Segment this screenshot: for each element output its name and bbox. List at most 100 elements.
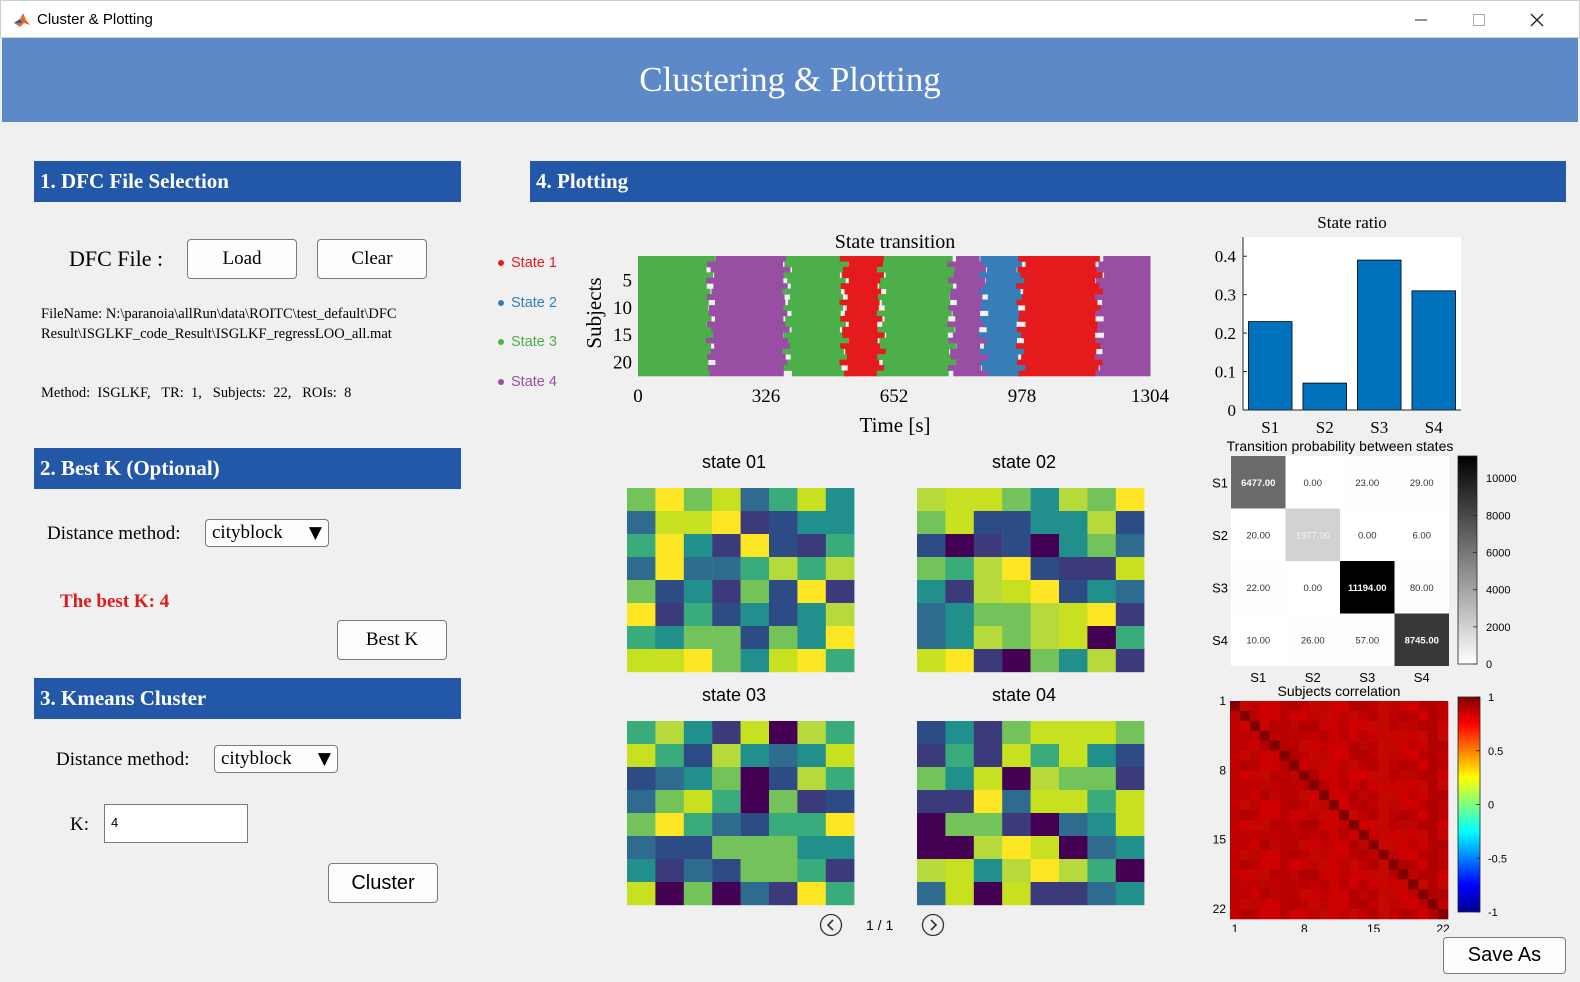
bestk-distance-dropdown[interactable]: cityblock ▼ [205,519,329,547]
transition-segment [844,310,887,317]
correlation-cell [1259,780,1270,791]
correlation-cell [1438,780,1449,791]
chevron-down-icon: ▼ [308,523,322,543]
matrix-cell [1115,534,1145,558]
transition-segment [1018,316,1096,322]
correlation-cell [1299,839,1310,850]
transition-segment [978,332,1025,339]
matrix-cell [712,813,741,837]
matrix-cell [627,557,656,581]
maximize-button[interactable] [1451,1,1507,39]
matrix-cell [683,767,713,791]
transition-segment [638,321,707,328]
minimize-button[interactable] [1393,1,1449,39]
transition-segment [785,316,849,322]
heatmap-cell [1285,561,1340,614]
correlation-cell [1329,810,1340,821]
correlation-cell [1378,810,1389,821]
load-button[interactable]: Load [187,239,297,279]
correlation-cell [1368,740,1379,751]
correlation-cell [1289,780,1300,791]
correlation-cell [1239,859,1251,870]
correlation-cell [1319,730,1330,741]
xtick-label: 326 [752,386,781,407]
transition-segment [1017,266,1103,273]
correlation-cell [1329,869,1340,880]
next-page-button[interactable] [920,912,948,940]
prev-page-button[interactable] [818,912,846,940]
correlation-cell [1418,909,1429,920]
matrix-cell [973,580,1003,604]
matrix-cell [769,767,798,791]
save-as-button[interactable]: Save As [1443,937,1566,974]
matlab-app-icon [13,11,31,29]
correlation-cell [1279,800,1290,811]
correlation-cell [1329,849,1340,860]
correlation-cell [1319,889,1330,900]
transition-segment [1103,256,1151,262]
transition-segment [847,294,887,300]
correlation-cell [1398,819,1409,831]
colorbar-tick-label: -0.5 [1488,853,1507,865]
matrix-cell [1115,626,1145,650]
corr-xtick-label: 22 [1436,922,1450,932]
dataset-info: Method: ISGLKF, TR: 1, Subjects: 22, ROI… [41,385,352,401]
correlation-cell [1299,760,1310,771]
matrix-cell [945,649,974,673]
heatmap-value: 10.00 [1246,635,1270,646]
correlation-cell [1348,869,1360,880]
correlation-cell [1289,740,1300,751]
transition-segment [638,261,713,268]
matrix-cell [627,626,656,650]
heatmap-value: 57.00 [1355,635,1379,646]
correlation-cell [1269,800,1280,811]
colorbar-tick-label: 0 [1486,659,1492,671]
correlation-cell [1339,740,1350,751]
matrix-cell [973,721,1003,745]
correlation-cell [1269,780,1280,791]
correlation-cell [1319,790,1330,801]
cluster-button[interactable]: Cluster [328,863,438,903]
transition-segment [876,310,952,317]
matrix-cell [825,603,855,627]
transition-segment [1097,321,1151,328]
best-k-result: The best K: 4 [60,591,170,612]
matrix-cell [1030,534,1060,558]
correlation-cell [1348,899,1360,910]
xtick-label: 978 [1008,386,1037,407]
matrix-cell [1115,813,1145,837]
matrix-cell [683,603,713,627]
k-input[interactable]: 4 [104,804,248,843]
correlation-cell [1368,701,1379,712]
clear-button[interactable]: Clear [317,239,427,279]
heatmap-value: 6477.00 [1241,478,1275,489]
matrix-cell [945,511,974,535]
best-k-button[interactable]: Best K [337,620,447,660]
matrix-cell [917,767,946,791]
matrix-cell [683,511,713,535]
transition-segment [638,348,716,355]
matrix-cell [1115,744,1145,768]
correlation-cell [1388,859,1399,870]
correlation-cell [1428,849,1439,860]
transition-segment [886,288,957,295]
correlation-cell [1299,889,1310,900]
correlation-cell [1239,750,1251,761]
transition-segment [988,354,1019,360]
transition-segment [980,256,1026,262]
matrix-cell [1002,557,1031,581]
matrix-cell [1002,534,1031,558]
transition-segment [885,348,950,355]
correlation-cell [1368,800,1379,811]
transition-segment [711,326,790,333]
matrix-cell [769,626,798,650]
ratio-bar [1411,290,1456,411]
close-button[interactable] [1509,1,1565,39]
matrix-cell [1002,767,1031,791]
correlation-cell [1269,909,1280,920]
kmeans-distance-dropdown[interactable]: cityblock ▼ [214,745,338,773]
section-dfc-file-selection: 1. DFC File Selection [34,161,461,202]
state-transition-plot: State transition 0 326 652 978 1304 5101520 … [582,231,1170,437]
state-matrix-title: state 01 [701,452,767,472]
matrix-cell [1087,859,1116,883]
